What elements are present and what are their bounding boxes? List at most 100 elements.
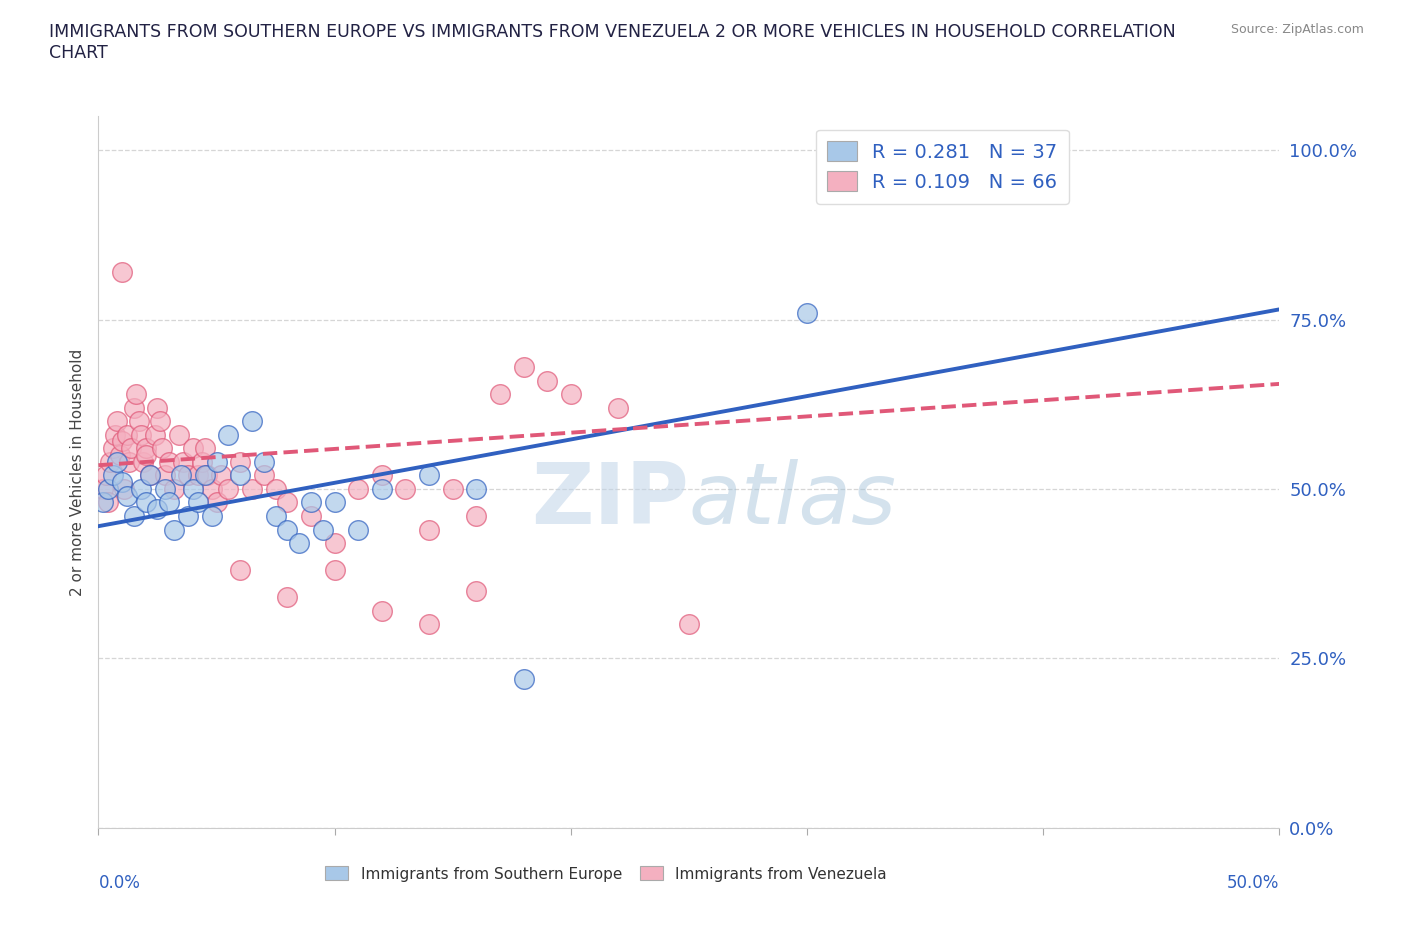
Point [98, 455, 121, 470]
Point [299, 495, 322, 510]
Point [465, 583, 488, 598]
Point [347, 522, 370, 537]
Point [371, 468, 394, 483]
Point [177, 468, 200, 483]
Point [201, 482, 224, 497]
Point [205, 455, 228, 470]
Point [139, 468, 162, 483]
Text: Source: ZipAtlas.com: Source: ZipAtlas.com [1230, 23, 1364, 36]
Point [418, 617, 440, 631]
Point [177, 509, 200, 524]
Point [394, 482, 416, 497]
Point [512, 360, 534, 375]
Point [122, 509, 145, 524]
Point [299, 509, 322, 524]
Point [139, 468, 162, 483]
Legend: Immigrants from Southern Europe, Immigrants from Venezuela: Immigrants from Southern Europe, Immigra… [319, 860, 893, 887]
Point [253, 468, 276, 483]
Point [101, 468, 124, 483]
Point [129, 427, 152, 442]
Point [101, 441, 124, 456]
Point [209, 468, 232, 483]
Y-axis label: 2 or more Vehicles in Household: 2 or more Vehicles in Household [69, 349, 84, 595]
Point [240, 414, 263, 429]
Point [240, 482, 263, 497]
Point [135, 495, 157, 510]
Point [229, 468, 252, 483]
Point [264, 509, 287, 524]
Point [195, 468, 218, 483]
Point [465, 482, 488, 497]
Point [187, 495, 209, 510]
Point [146, 400, 169, 415]
Point [347, 482, 370, 497]
Point [122, 400, 145, 415]
Point [181, 441, 204, 456]
Text: 0.0%: 0.0% [98, 874, 141, 892]
Point [97, 495, 120, 510]
Point [115, 427, 138, 442]
Point [104, 427, 127, 442]
Point [796, 305, 818, 320]
Point [205, 495, 228, 510]
Point [489, 387, 512, 402]
Point [371, 482, 394, 497]
Point [115, 488, 138, 503]
Point [607, 400, 630, 415]
Point [201, 509, 224, 524]
Point [125, 387, 148, 402]
Point [229, 455, 252, 470]
Text: IMMIGRANTS FROM SOUTHERN EUROPE VS IMMIGRANTS FROM VENEZUELA 2 OR MORE VEHICLES : IMMIGRANTS FROM SOUTHERN EUROPE VS IMMIG… [49, 23, 1175, 62]
Point [678, 617, 700, 631]
Point [512, 671, 534, 686]
Point [153, 468, 176, 483]
Point [132, 455, 155, 470]
Point [323, 536, 346, 551]
Point [163, 522, 186, 537]
Point [157, 495, 180, 510]
Point [323, 563, 346, 578]
Point [560, 387, 582, 402]
Point [181, 482, 204, 497]
Point [536, 373, 558, 388]
Point [229, 563, 252, 578]
Point [276, 590, 298, 604]
Point [105, 455, 128, 470]
Point [118, 455, 141, 470]
Point [111, 265, 134, 280]
Point [418, 522, 440, 537]
Point [276, 522, 298, 537]
Point [371, 604, 394, 618]
Point [170, 468, 193, 483]
Point [149, 414, 172, 429]
Point [217, 427, 239, 442]
Point [97, 482, 120, 497]
Point [91, 482, 114, 497]
Point [121, 441, 143, 456]
Point [150, 441, 173, 456]
Point [146, 502, 169, 517]
Point [418, 468, 440, 483]
Point [129, 482, 152, 497]
Point [91, 495, 114, 510]
Point [264, 482, 287, 497]
Point [111, 434, 134, 449]
Point [465, 509, 488, 524]
Point [194, 441, 217, 456]
Point [157, 455, 180, 470]
Point [112, 482, 135, 497]
Text: atlas: atlas [689, 458, 897, 542]
Point [135, 441, 157, 456]
Point [172, 455, 194, 470]
Point [105, 414, 128, 429]
Point [217, 482, 239, 497]
Point [253, 455, 276, 470]
Point [108, 447, 131, 462]
Point [187, 468, 209, 483]
Point [94, 468, 117, 483]
Point [194, 468, 217, 483]
Text: ZIP: ZIP [531, 458, 689, 542]
Text: 50.0%: 50.0% [1227, 874, 1279, 892]
Point [163, 482, 186, 497]
Point [441, 482, 464, 497]
